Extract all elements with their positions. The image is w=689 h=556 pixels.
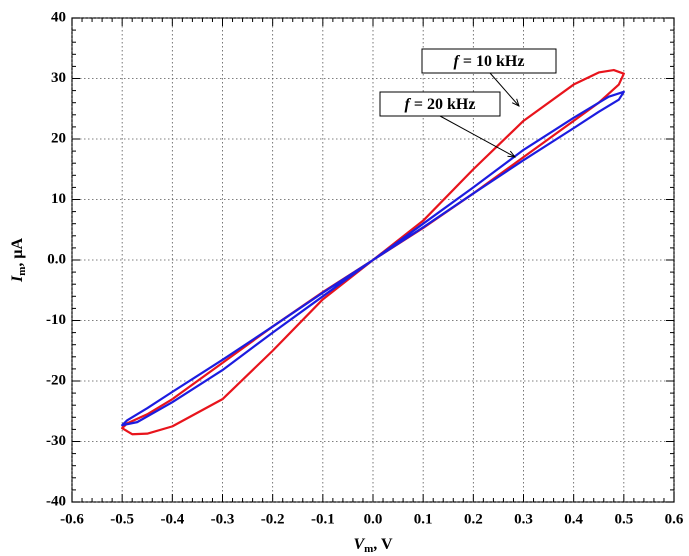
x-axis-label: Vm, V xyxy=(353,536,393,555)
y-tick-label: -40 xyxy=(46,493,66,509)
x-tick-label: -0.1 xyxy=(311,511,335,527)
y-tick-label: 30 xyxy=(51,70,66,86)
x-label-symbol: V xyxy=(353,536,365,553)
x-label-subscript: m xyxy=(364,543,373,555)
series-line xyxy=(121,90,625,427)
x-tick-label: 0.3 xyxy=(514,511,533,527)
y-label-subscript: m xyxy=(16,267,28,276)
x-tick-label: 0.0 xyxy=(364,511,383,527)
annotation-text: = 20 kHz xyxy=(410,96,476,113)
x-tick-label: 0.6 xyxy=(665,511,684,527)
y-tick-label: 40 xyxy=(51,9,66,25)
annotation-arrow xyxy=(489,72,519,106)
x-tick-label: -0.2 xyxy=(261,511,285,527)
x-tick-label: -0.3 xyxy=(211,511,235,527)
x-tick-label: -0.5 xyxy=(110,511,134,527)
y-tick-label: -20 xyxy=(46,372,66,388)
marks xyxy=(71,17,675,503)
x-tick-label: 0.2 xyxy=(464,511,483,527)
annotation: f = 20 kHz xyxy=(405,96,476,113)
x-label-unit: , V xyxy=(373,536,393,553)
x-tick-label: 0.4 xyxy=(564,511,583,527)
annotation-box xyxy=(421,48,557,74)
series-line xyxy=(121,68,625,436)
annotation-text: = 10 kHz xyxy=(459,53,525,70)
y-tick-label: 0.0 xyxy=(47,251,66,267)
y-tick-label: -30 xyxy=(46,433,66,449)
x-tick-label: -0.4 xyxy=(160,511,184,527)
annotation-symbol: f xyxy=(405,96,412,113)
y-label-unit: , μA xyxy=(9,238,26,267)
y-label-symbol: I xyxy=(9,275,26,283)
y-axis-label: Im, μA xyxy=(9,238,28,283)
annotation-arrow xyxy=(439,115,515,157)
x-tick-label: 0.1 xyxy=(414,511,433,527)
annotation: f = 10 kHz xyxy=(454,53,525,70)
y-tick-label: 10 xyxy=(51,191,66,207)
y-tick-label: 20 xyxy=(51,130,66,146)
annotation-box xyxy=(379,91,501,117)
x-tick-label: 0.5 xyxy=(614,511,633,527)
x-tick-label: -0.6 xyxy=(60,511,84,527)
annotation-symbol: f xyxy=(454,53,461,70)
y-tick-label: -10 xyxy=(46,312,66,328)
